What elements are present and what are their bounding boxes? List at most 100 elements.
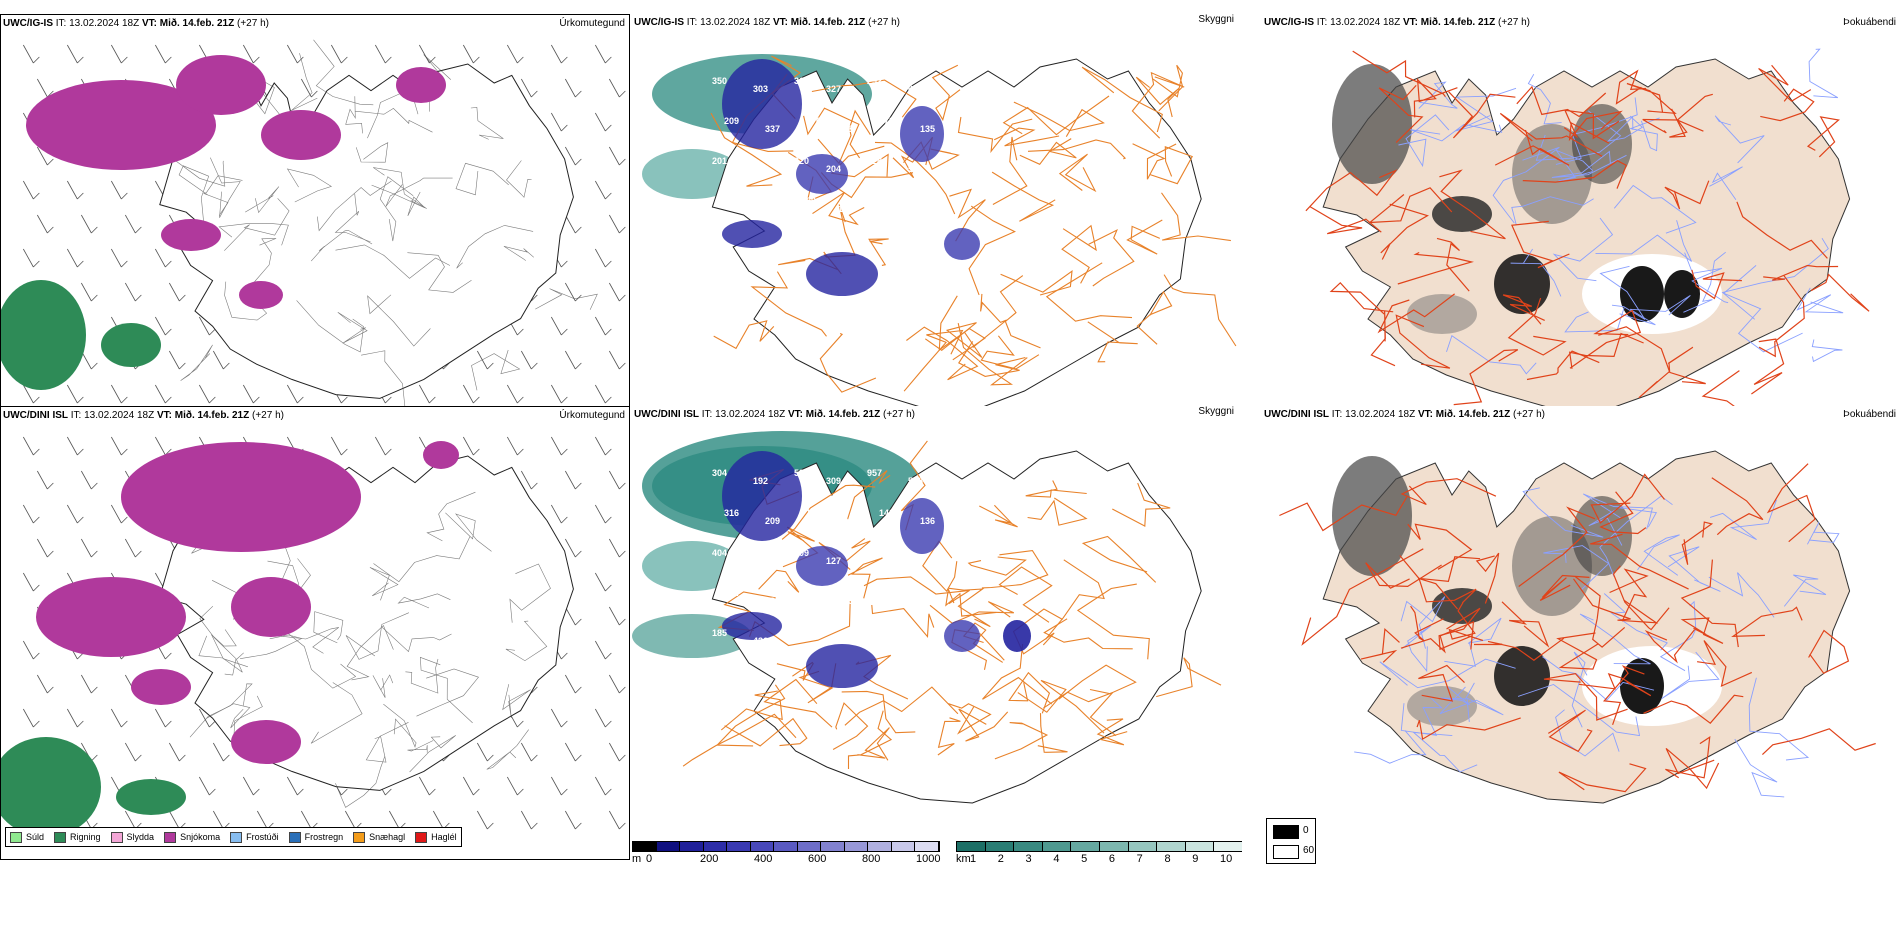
panel-title: Úrkomutegund xyxy=(559,410,625,421)
road-line xyxy=(383,703,417,748)
wind-barb xyxy=(67,248,84,268)
fog-area xyxy=(1432,588,1492,624)
wind-barb xyxy=(595,708,612,728)
forecast-row: UWC/IG-IS IT: 13.02.2024 18Z VT: Mið. 14… xyxy=(0,14,1900,484)
wind-barb xyxy=(81,470,98,490)
road-line xyxy=(1163,274,1237,347)
road-line xyxy=(972,293,1007,349)
colorbar-bin xyxy=(915,842,939,851)
elevation-label: 436 xyxy=(753,636,768,646)
colorbar-bin xyxy=(1214,842,1242,851)
wind-barb xyxy=(609,742,626,762)
legend-swatch xyxy=(353,831,366,843)
road-line xyxy=(1161,192,1231,242)
wind-barb xyxy=(565,350,582,370)
wind-barb xyxy=(565,146,582,166)
snow-area xyxy=(231,720,301,764)
road-line xyxy=(1352,50,1446,98)
road-line xyxy=(1599,265,1646,320)
panel-title: Skyggni xyxy=(1198,14,1234,25)
colorbar-bin xyxy=(703,842,728,851)
road-line xyxy=(929,601,1015,624)
road-line xyxy=(317,180,392,232)
elevation-label: 209 xyxy=(724,116,739,126)
road-line xyxy=(1453,349,1519,406)
road-line xyxy=(369,567,399,601)
wind-barb xyxy=(551,504,568,524)
road-line xyxy=(1058,664,1137,700)
road-line xyxy=(1574,576,1626,648)
road-line xyxy=(811,79,917,118)
dense-fog-area xyxy=(1664,270,1700,318)
wind-barb xyxy=(23,572,40,592)
road-line xyxy=(240,634,303,659)
road-line xyxy=(1410,605,1444,642)
colorbar-tick: 10 xyxy=(1220,853,1233,865)
road-line xyxy=(1711,477,1764,536)
wind-barb xyxy=(125,742,142,762)
colorbar-bin xyxy=(633,842,657,851)
elevation-label: 103 xyxy=(920,204,935,214)
road-line xyxy=(1582,493,1653,530)
road-line xyxy=(1751,338,1785,395)
elevation-label: 89 xyxy=(806,196,816,206)
road-line xyxy=(1436,237,1470,292)
road-line xyxy=(1380,203,1429,260)
road-line xyxy=(1008,671,1051,714)
road-line xyxy=(1152,64,1184,112)
road-line xyxy=(345,96,363,134)
wind-barb xyxy=(243,776,260,796)
wind-barb xyxy=(213,350,230,370)
road-line xyxy=(1761,728,1876,756)
colorbar-tick: 3 xyxy=(1025,853,1032,865)
legend-swatch xyxy=(10,831,22,843)
precip-legend-item: Rigning xyxy=(54,831,101,843)
elevation-label: 204 xyxy=(826,164,841,174)
colorbar-bin xyxy=(957,842,986,851)
road-line xyxy=(335,755,386,808)
wind-barb xyxy=(67,180,84,200)
road-line xyxy=(758,569,800,593)
colorbar-unit: m xyxy=(632,853,642,865)
elevation-label: 404 xyxy=(712,548,727,558)
road-line xyxy=(506,160,532,198)
wind-barb xyxy=(463,384,480,404)
road-line xyxy=(1000,270,1073,296)
road-line xyxy=(1626,82,1677,115)
road-line xyxy=(1758,64,1812,102)
precip-legend-item: Frostúði xyxy=(230,831,279,843)
road-line xyxy=(958,341,1026,377)
road-line xyxy=(1061,224,1097,284)
elevation-label: 163 xyxy=(879,196,894,206)
road-line xyxy=(535,288,598,310)
road-line xyxy=(1446,334,1537,375)
road-line xyxy=(1149,146,1193,185)
road-line xyxy=(1522,487,1604,538)
road-line xyxy=(948,587,991,628)
wind-barb xyxy=(463,436,480,456)
road-line xyxy=(1058,153,1097,193)
high-terrain-area xyxy=(806,644,878,688)
elevation-label: 327 xyxy=(826,84,841,94)
wind-barb xyxy=(609,810,626,830)
road-line xyxy=(407,252,472,293)
road-line xyxy=(1025,480,1087,498)
elevation-label: 314 xyxy=(826,636,841,646)
road-line xyxy=(1002,95,1110,136)
road-line xyxy=(470,107,504,140)
fog-area xyxy=(1432,196,1492,232)
road-line xyxy=(310,230,373,262)
road-line xyxy=(812,191,865,226)
wind-barb xyxy=(521,810,538,830)
road-line xyxy=(1112,482,1171,527)
road-line xyxy=(210,157,241,218)
low-visibility-area xyxy=(642,541,742,591)
wind-barb xyxy=(463,776,480,796)
colorbar-bin xyxy=(821,842,845,851)
dense-fog-area xyxy=(1620,658,1664,714)
road-line xyxy=(1563,109,1620,140)
road-line xyxy=(1766,463,1816,543)
road-line xyxy=(1526,350,1600,381)
road-line xyxy=(1518,506,1596,587)
road-line xyxy=(203,175,243,216)
